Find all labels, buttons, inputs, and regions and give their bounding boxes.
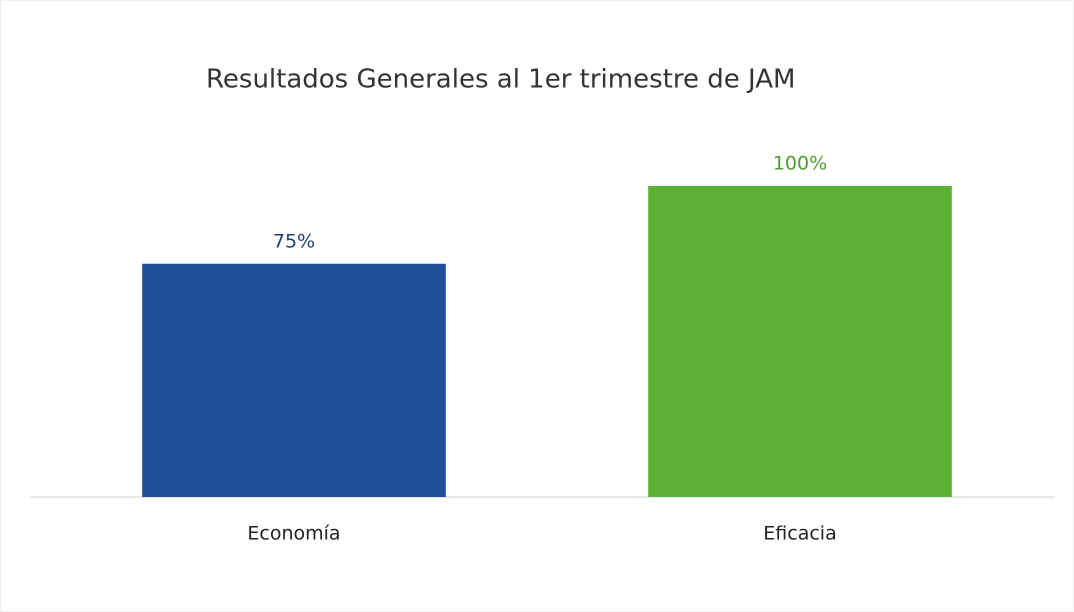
x-tick-label: Economía: [247, 523, 340, 545]
value-label: 75%: [273, 230, 315, 252]
bar: [142, 263, 446, 497]
x-tick-label: Eficacia: [763, 523, 836, 545]
value-label: 100%: [773, 153, 827, 175]
chart-title: Resultados Generales al 1er trimestre de…: [206, 65, 795, 95]
bar: [648, 186, 952, 497]
